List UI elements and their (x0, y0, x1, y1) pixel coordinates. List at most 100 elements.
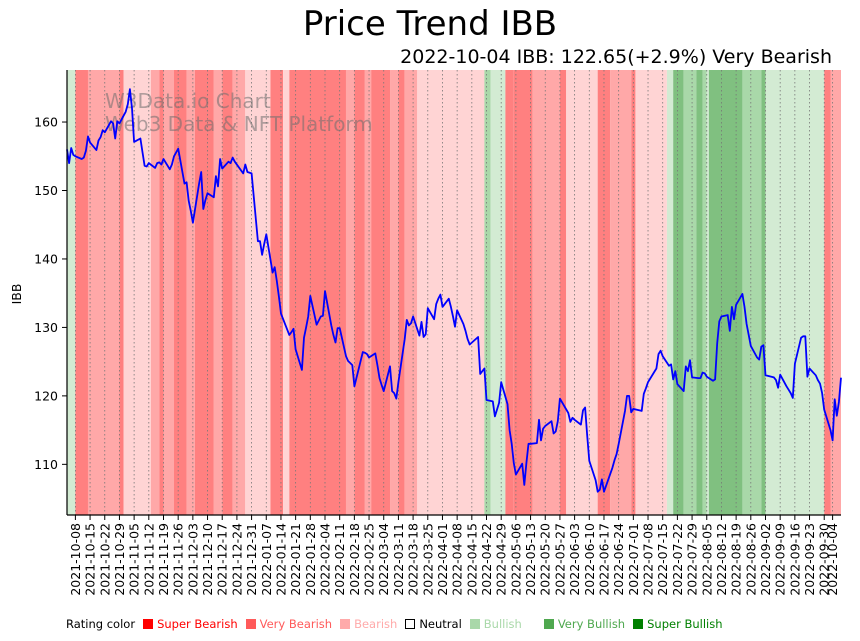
rating-band (222, 70, 233, 515)
x-tick-label: 2022-09-16 (787, 523, 802, 596)
legend-swatch (143, 619, 154, 629)
x-tick-label: 2022-07-01 (626, 523, 641, 596)
chart-subtitle: 2022-10-04 IBB: 122.65(+2.9%) Very Beari… (400, 46, 832, 68)
y-tick-label: 120 (34, 388, 58, 403)
x-tick-label: 2022-03-11 (391, 523, 406, 596)
x-tick-label: 2021-12-10 (200, 523, 215, 596)
x-tick-label: 2021-10-29 (112, 523, 127, 596)
rating-band (194, 70, 214, 515)
x-tick-label: 2022-06-10 (582, 523, 597, 596)
y-tick-label: 150 (34, 183, 58, 198)
rating-band (696, 70, 703, 515)
x-tick-label: 2021-11-26 (171, 523, 186, 596)
rating-band (186, 70, 195, 515)
rating-legend: Rating color Super Bearish Very Bearish Be… (66, 617, 723, 631)
rating-band (683, 70, 697, 515)
rating-band (631, 70, 636, 515)
rating-band (123, 70, 151, 515)
rating-band (87, 70, 120, 515)
price-line (66, 88, 842, 493)
x-tick-label: 2022-04-22 (479, 523, 494, 596)
y-tick-label: 110 (34, 457, 58, 472)
x-tick-label: 2022-05-13 (523, 523, 538, 596)
x-tick-label: 2022-09-30 (817, 523, 832, 596)
axes (66, 70, 841, 516)
chart-title: Price Trend IBB (302, 4, 558, 44)
rating-band (597, 70, 611, 515)
x-tick-label: 2022-09-09 (773, 523, 788, 596)
legend-swatch (469, 619, 480, 629)
legend-swatch (405, 619, 416, 629)
x-axis-ticks: 2021-10-08 2021-10-15 2021-10-22 2021-10-29… (68, 515, 840, 596)
rating-band (559, 70, 567, 515)
legend-item-label: Very Bearish (259, 617, 333, 631)
legend-item-super-bearish: Super Bearish (143, 617, 238, 631)
x-tick-label: 2022-02-04 (318, 523, 333, 596)
legend-swatch (340, 619, 351, 629)
rating-band (830, 70, 841, 515)
x-tick-label: 2021-12-31 (244, 523, 259, 596)
rating-band (213, 70, 223, 515)
legend-swatch (633, 619, 644, 629)
x-tick-label: 2022-06-03 (567, 523, 582, 596)
y-axis-ticks: 110 120 130 140 150 160 (34, 115, 67, 472)
x-tick-label: 2022-02-25 (362, 523, 377, 596)
rating-band (765, 70, 825, 515)
rating-band (119, 70, 124, 515)
rating-band (610, 70, 632, 515)
x-tick-label: 2022-02-11 (332, 523, 347, 596)
x-tick-label: 2022-05-27 (552, 523, 567, 596)
rating-band (345, 70, 355, 515)
x-tick-label: 2022-05-06 (508, 523, 523, 596)
rating-band (706, 70, 709, 515)
rating-band (708, 70, 743, 515)
legend-item-label: Super Bullish (647, 617, 723, 631)
rating-band (532, 70, 560, 515)
x-tick-label: 2021-11-05 (127, 523, 142, 596)
x-tick-label: 2021-11-12 (141, 523, 156, 596)
rating-band (566, 70, 598, 515)
y-tick-label: 160 (34, 115, 58, 130)
watermark-line-2: Web3 Data & NFT Platform (105, 112, 373, 136)
rating-bands (67, 70, 841, 515)
rating-band (232, 70, 246, 515)
x-tick-label: 2022-10-04 (825, 523, 840, 596)
legend-item-label: Bullish (483, 617, 522, 631)
legend-item-super-bullish: Super Bullish (633, 617, 723, 631)
rating-band (75, 70, 88, 515)
legend-item-bullish: Bullish (469, 617, 522, 631)
x-tick-label: 2022-08-26 (743, 523, 758, 596)
x-tick-label: 2021-10-08 (68, 523, 83, 596)
rating-band (824, 70, 831, 515)
rating-band (417, 70, 485, 515)
watermark: W3Data.io Chart Web3 Data & NFT Platform (105, 89, 373, 136)
x-tick-label: 2022-04-15 (464, 523, 479, 596)
x-tick-label: 2022-08-12 (714, 523, 729, 596)
x-tick-label: 2022-01-14 (273, 523, 288, 596)
x-tick-label: 2022-07-22 (670, 523, 685, 596)
legend-swatch (543, 619, 554, 629)
legend-item-bearish: Bearish (340, 617, 397, 631)
x-tick-label: 2022-04-08 (450, 523, 465, 596)
legend-label: Rating color (66, 617, 136, 631)
legend-item-label: Bearish (354, 617, 398, 631)
rating-band (270, 70, 284, 515)
x-tick-label: 2022-09-23 (802, 523, 817, 596)
legend-item-label: Neutral (419, 617, 462, 631)
x-tick-label: 2021-11-19 (156, 523, 171, 596)
rating-band (283, 70, 290, 515)
rating-band (398, 70, 405, 515)
rating-band (484, 70, 491, 515)
rating-band (354, 70, 365, 515)
rating-band (490, 70, 506, 515)
y-axis-label: IBB (9, 284, 24, 305)
rating-band (364, 70, 372, 515)
rating-band (635, 70, 667, 515)
x-tick-label: 2022-06-24 (611, 523, 626, 596)
legend-item-label: Very Bullish (557, 617, 626, 631)
x-tick-label: 2022-06-17 (596, 523, 611, 596)
rating-band (289, 70, 346, 515)
x-tick-label: 2022-07-29 (685, 523, 700, 596)
rating-band (404, 70, 418, 515)
